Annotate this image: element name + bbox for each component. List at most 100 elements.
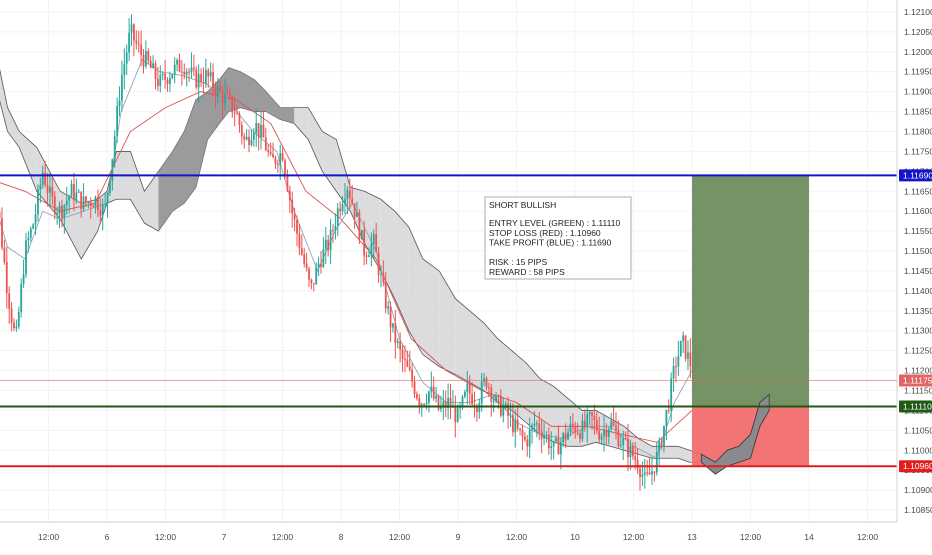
- y-tick-label: 1.12000: [904, 47, 932, 57]
- y-tick-label: 1.11450: [904, 266, 932, 276]
- candle-body: [392, 323, 394, 327]
- candle-body: [486, 378, 488, 387]
- candle-body: [138, 43, 140, 44]
- candle-body: [387, 306, 389, 308]
- candle-body: [625, 438, 627, 439]
- reward-zone[interactable]: [692, 175, 809, 406]
- candle-body: [385, 283, 387, 309]
- candle-body: [519, 428, 521, 430]
- y-tick-label: 1.12100: [904, 7, 932, 17]
- candle-body: [102, 204, 104, 215]
- candle-body: [637, 460, 639, 469]
- candle-body: [354, 203, 356, 216]
- candle-body: [210, 72, 212, 76]
- annotation-line: TAKE PROFIT (BLUE) : 1.11690: [489, 238, 612, 248]
- candle-body: [430, 387, 432, 392]
- candle-body: [37, 190, 39, 215]
- cloud-segment: [456, 299, 470, 383]
- candle-body: [541, 432, 543, 439]
- x-tick-label: 13: [687, 532, 697, 542]
- candle-body: [555, 438, 557, 441]
- candle-body: [123, 64, 125, 75]
- candle-body: [157, 79, 159, 86]
- candle-body: [675, 366, 677, 367]
- candle-body: [95, 197, 97, 207]
- cloud-segment: [512, 351, 526, 423]
- candle-body: [3, 247, 5, 262]
- candle-body: [191, 68, 193, 73]
- candle-body: [13, 323, 15, 329]
- candle-body: [358, 212, 360, 239]
- candle-body: [267, 150, 269, 152]
- candle-body: [558, 438, 560, 454]
- candle-body: [111, 159, 113, 181]
- candle-body: [188, 72, 190, 73]
- candle-body: [553, 441, 555, 446]
- candle-body: [227, 93, 229, 94]
- candle-body: [543, 436, 545, 439]
- candle-body: [382, 275, 384, 283]
- candle-body: [279, 153, 281, 165]
- x-tick-label: 7: [222, 532, 227, 542]
- take-profit-price-label: 1.11690: [903, 170, 932, 180]
- candle-body: [579, 433, 581, 439]
- candle-body: [207, 70, 209, 76]
- candle-body: [685, 335, 687, 358]
- candle-body: [287, 175, 289, 191]
- candle-body: [174, 65, 176, 75]
- candle-body: [169, 78, 171, 84]
- candle-body: [49, 187, 51, 193]
- candle-body: [205, 70, 207, 83]
- candle-body: [529, 430, 531, 446]
- candle-body: [294, 213, 296, 219]
- candle-body: [594, 416, 596, 420]
- candle-body: [454, 406, 456, 422]
- cloud-segment: [666, 446, 678, 458]
- candle-body: [457, 408, 459, 422]
- candle-body: [582, 421, 584, 439]
- candle-body: [606, 430, 608, 437]
- candle-body: [663, 426, 665, 447]
- candle-body: [649, 473, 651, 475]
- candle-body: [152, 63, 154, 68]
- candle-body: [1, 218, 3, 247]
- x-tick-label: 12:00: [740, 532, 762, 542]
- candle-body: [222, 92, 224, 104]
- candle-body: [476, 407, 478, 412]
- candle-body: [526, 440, 528, 447]
- candle-body: [433, 387, 435, 399]
- y-tick-label: 1.10850: [904, 505, 932, 515]
- candle-body: [277, 164, 279, 165]
- candle-body: [251, 140, 253, 145]
- candle-body: [310, 280, 312, 283]
- candle-body: [284, 160, 286, 174]
- candle-body: [428, 392, 430, 403]
- candle-body: [30, 229, 32, 238]
- candle-body: [107, 193, 109, 203]
- candle-body: [296, 219, 298, 233]
- x-tick-label: 9: [456, 532, 461, 542]
- trade-box-layer[interactable]: [692, 175, 809, 474]
- candle-body: [164, 74, 166, 80]
- candle-body: [176, 60, 178, 65]
- candle-body: [584, 421, 586, 428]
- candle-body: [351, 198, 353, 203]
- x-tick-label: 12:00: [623, 532, 645, 542]
- candle-body: [668, 410, 670, 411]
- x-tick-label: 12:00: [506, 532, 528, 542]
- candle-body: [193, 68, 195, 70]
- candle-body: [622, 438, 624, 444]
- candle-body: [507, 404, 509, 416]
- candle-body: [263, 125, 265, 138]
- current-price-price-label: 1.11175: [903, 376, 932, 386]
- candle-body: [409, 367, 411, 370]
- candle-body: [181, 72, 183, 73]
- candle-body: [550, 446, 552, 448]
- candle-body: [651, 471, 653, 474]
- candle-body: [524, 436, 526, 439]
- candle-body: [248, 137, 250, 145]
- candle-body: [318, 264, 320, 268]
